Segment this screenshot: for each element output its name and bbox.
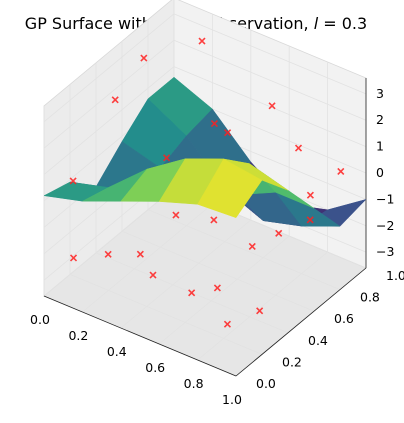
observation-marker [256,307,264,315]
x-tick-label: 1.0 [222,392,242,407]
surface-patch [197,158,263,218]
grid-line-x-floor [197,251,328,361]
chart-title-value: = 0.3 [318,14,367,33]
observation-marker [198,37,206,45]
x-tick-label: 0.8 [184,376,204,391]
observation-marker [104,250,112,258]
x-tick-label: 0.2 [68,328,88,343]
z-tick-label: 0 [376,165,384,180]
x-tick-label: 0.0 [30,312,50,327]
grid-line-z-back [173,13,367,95]
observation-marker [248,242,256,251]
observation-marker [268,102,276,110]
observation-points [69,37,345,328]
observation-marker [306,191,314,199]
y-tick-label: 0.2 [282,354,302,369]
observation-marker [69,254,78,262]
observation-marker [140,54,148,62]
y-tick-label: 0.0 [256,376,276,391]
observation-marker [69,177,77,185]
z-tick-label: −3 [376,244,394,259]
z-tick-label: −1 [376,191,394,206]
grid-line-z-back [173,66,367,147]
grid-line-z-left [43,66,175,175]
x-tick-label: 0.6 [145,360,165,375]
observation-marker [111,96,119,104]
grid-line-z-back [173,39,367,121]
x-axis-line [43,295,237,377]
observation-marker [306,216,314,224]
grid-line-z-left [43,39,175,149]
grid-line-z-left [43,13,175,123]
z-tick-label: 3 [376,86,384,101]
observation-marker [210,216,218,224]
y-tick-label: 0.4 [308,333,328,348]
chart-title-variable: l [314,14,319,33]
y-tick-label: 1.0 [386,268,404,283]
grid-line-y-floor [147,209,341,290]
y-axis-line [235,267,367,377]
grid-line-y-floor [121,230,315,312]
z-tick-label: 1 [376,139,384,154]
grid-line-x-floor [158,235,290,345]
axis-ticks: 0.0 0.2 0.4 0.6 0.8 1.0 0.0 0.2 0.4 0.6 0.8 1.0 −3 −2… [30,86,404,407]
observation-marker [136,250,144,258]
observation-marker [337,167,345,175]
observation-marker [188,289,196,297]
y-tick-label: 0.6 [334,311,354,326]
observation-marker [163,154,171,162]
axis-edges [43,78,367,377]
z-tick-label: 2 [376,112,384,127]
observation-marker [224,129,232,137]
grid-line-x-floor [120,219,252,329]
observation-marker [213,284,221,292]
observation-marker [210,120,218,128]
y-tick-label: 0.8 [360,290,380,305]
observation-marker [172,211,180,219]
grid-line-x-floor [82,203,213,313]
observation-marker [275,229,283,237]
observation-marker [294,144,303,152]
z-tick-label: −2 [376,218,394,233]
x-tick-label: 0.4 [107,344,127,359]
grid-line-x-floor [43,187,175,297]
observation-marker [223,320,232,328]
observation-marker [149,271,157,279]
gp-surface [43,76,367,227]
grid-line-y-floor [69,274,263,355]
